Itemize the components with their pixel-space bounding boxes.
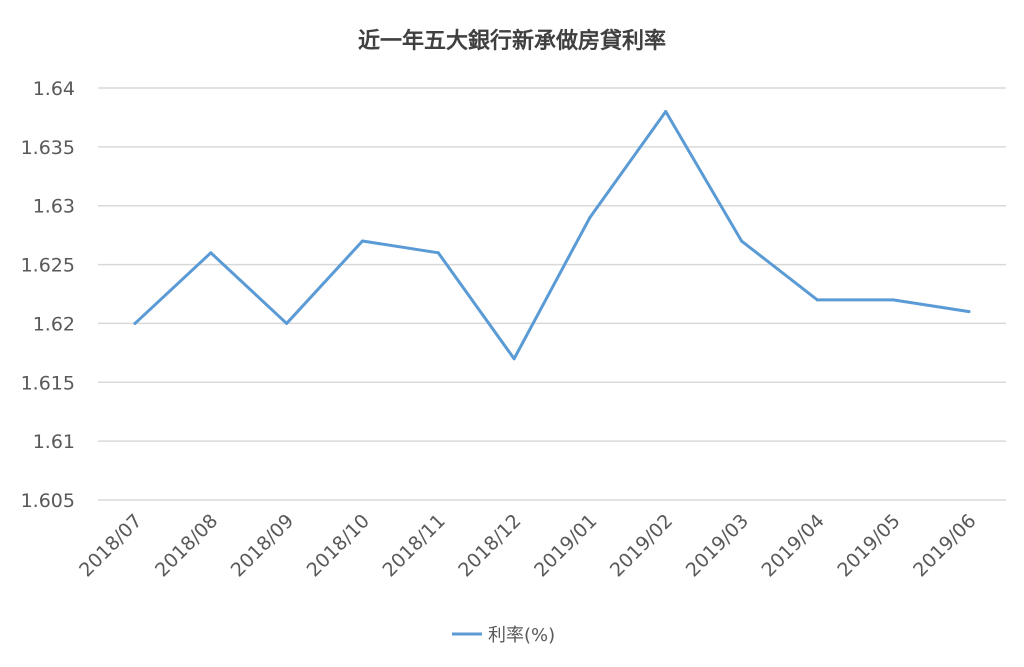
x-tick-label: 2019/03 <box>682 510 753 581</box>
data-point <box>436 251 440 255</box>
y-tick-label: 1.615 <box>21 372 75 394</box>
x-tick-label: 2018/10 <box>303 510 374 581</box>
x-tick-label: 2018/07 <box>75 510 146 581</box>
data-point <box>815 298 819 302</box>
data-point <box>967 310 971 314</box>
x-tick-label: 2019/01 <box>530 510 601 581</box>
x-tick-label: 2019/04 <box>758 510 829 581</box>
x-tick-label: 2018/09 <box>227 510 298 581</box>
y-tick-label: 1.625 <box>21 255 75 277</box>
y-tick-label: 1.64 <box>33 78 75 100</box>
x-tick-label: 2019/05 <box>833 510 904 581</box>
series-line <box>133 110 971 361</box>
data-point <box>285 321 289 325</box>
data-point <box>209 251 213 255</box>
x-tick-label: 2018/08 <box>151 510 222 581</box>
x-tick-label: 2018/12 <box>454 510 525 581</box>
data-point <box>360 239 364 243</box>
y-tick-label: 1.605 <box>21 490 75 512</box>
data-point <box>133 321 137 325</box>
data-point <box>588 215 592 219</box>
x-tick-label: 2018/11 <box>378 510 449 581</box>
x-tick-label: 2019/02 <box>606 510 677 581</box>
data-point <box>512 357 516 361</box>
y-tick-label: 1.635 <box>21 137 75 159</box>
y-axis-tick-labels: 1.605 1.61 1.615 1.62 1.625 1.63 1.635 1.64 <box>21 78 75 512</box>
y-tick-label: 1.61 <box>33 431 75 453</box>
x-axis-tick-labels: 2018/07 2018/08 2018/09 2018/10 2018/11 2018/… <box>75 510 980 581</box>
chart-title: 近一年五大銀行新承做房貸利率 <box>358 28 666 54</box>
x-tick-label: 2019/06 <box>909 510 980 581</box>
legend: 利率(%) <box>452 625 555 646</box>
data-point <box>740 239 744 243</box>
data-point <box>664 110 668 114</box>
y-tick-label: 1.62 <box>33 313 75 335</box>
series-lines <box>133 110 971 361</box>
data-point <box>891 298 895 302</box>
y-tick-label: 1.63 <box>33 196 75 218</box>
gridlines <box>98 87 1006 501</box>
legend-label: 利率(%) <box>488 625 555 646</box>
